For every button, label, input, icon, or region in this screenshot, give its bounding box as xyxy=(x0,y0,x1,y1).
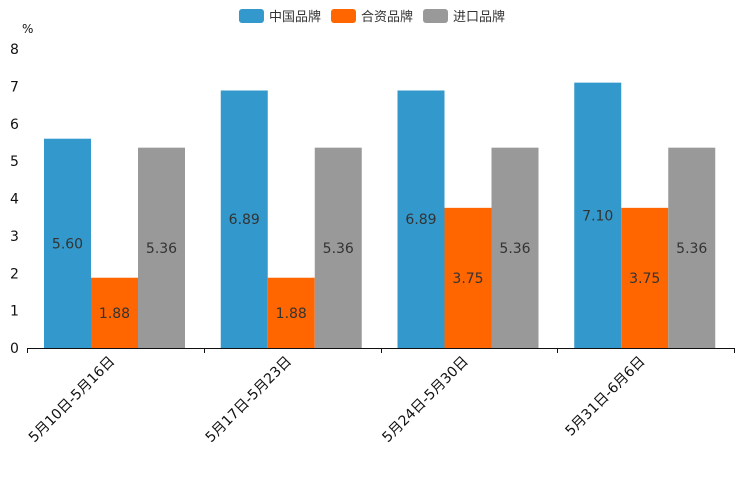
bar-3-3[interactable] xyxy=(491,147,539,348)
legend: 中国品牌 合资品牌 进口品牌 xyxy=(238,9,505,25)
y-tick-label: 3 xyxy=(10,229,19,245)
legend-label: 合资品牌 xyxy=(361,9,413,25)
bar-2-3[interactable] xyxy=(444,207,492,348)
y-tick-label: 2 xyxy=(10,266,19,282)
x-category-label: 5月24日-5月30日 xyxy=(379,354,471,446)
data-label: 5.36 xyxy=(676,241,707,257)
y-tick-label: 0 xyxy=(10,341,19,357)
data-label: 1.88 xyxy=(99,306,130,322)
legend-swatch xyxy=(423,9,449,23)
legend-swatch xyxy=(330,9,356,23)
data-label: 1.88 xyxy=(276,306,307,322)
data-label: 6.89 xyxy=(405,212,436,228)
data-label: 5.36 xyxy=(499,241,530,257)
data-label: 7.10 xyxy=(582,208,613,224)
data-label: 3.75 xyxy=(452,271,483,287)
bar-3-4[interactable] xyxy=(668,147,716,348)
legend-label: 中国品牌 xyxy=(269,9,321,25)
data-labels: 5.60 1.88 5.36 6.89 1.88 5.36 6.89 3.75 5.36 7.10… xyxy=(52,208,708,322)
y-axis-unit-label: % xyxy=(22,22,33,36)
bar-2-4[interactable] xyxy=(621,207,669,348)
y-axis: 0 1 2 3 4 5 6 7 8 xyxy=(10,42,19,357)
data-label: 5.36 xyxy=(323,241,354,257)
bars xyxy=(44,82,716,348)
data-label: 5.36 xyxy=(146,241,177,257)
bar-2-2[interactable] xyxy=(267,277,315,348)
legend-swatch xyxy=(238,9,264,23)
bar-1-2[interactable] xyxy=(220,90,268,348)
data-label: 3.75 xyxy=(629,271,660,287)
y-tick-label: 8 xyxy=(10,42,19,58)
legend-item-2[interactable]: 合资品牌 xyxy=(330,9,413,25)
y-tick-label: 1 xyxy=(10,304,19,320)
y-tick-label: 4 xyxy=(10,192,19,208)
x-category-label: 5月31日-6月6日 xyxy=(562,354,648,440)
x-axis: 5月10日-5月16日 5月17日-5月23日 5月24日-5月30日 5月31日-6… xyxy=(26,348,735,446)
y-tick-label: 6 xyxy=(10,117,19,133)
data-label: 6.89 xyxy=(229,212,260,228)
x-category-label: 5月17日-5月23日 xyxy=(203,354,295,446)
y-tick-label: 7 xyxy=(10,79,19,95)
bar-3-1[interactable] xyxy=(138,147,185,348)
bar-1-4[interactable] xyxy=(574,82,622,348)
data-label: 5.60 xyxy=(52,236,83,252)
y-tick-label: 5 xyxy=(10,154,19,170)
bar-3-2[interactable] xyxy=(314,147,362,348)
bar-2-1[interactable] xyxy=(91,277,138,348)
bar-1-1[interactable] xyxy=(44,138,91,348)
legend-item-3[interactable]: 进口品牌 xyxy=(423,9,505,25)
legend-item-1[interactable]: 中国品牌 xyxy=(238,9,321,25)
bar-1-3[interactable] xyxy=(397,90,445,348)
legend-label: 进口品牌 xyxy=(453,9,505,25)
x-category-label: 5月10日-5月16日 xyxy=(26,354,118,446)
